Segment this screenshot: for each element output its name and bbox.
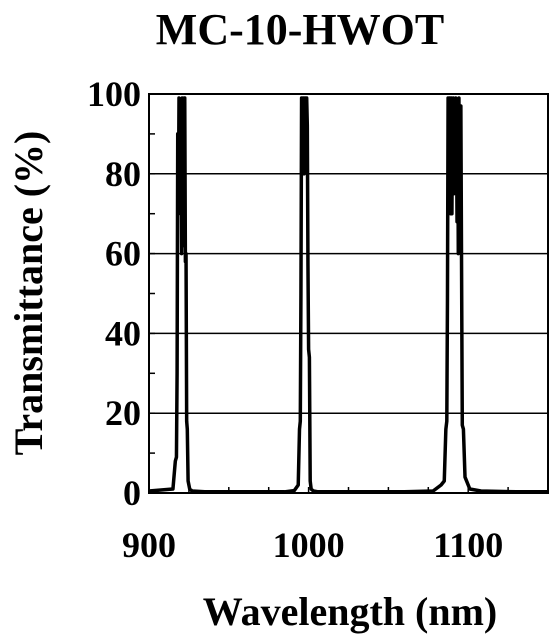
y-tick-label: 80: [105, 154, 141, 194]
x-tick-label: 1100: [433, 525, 503, 565]
y-tick-label: 100: [87, 74, 141, 114]
series-layer: [148, 96, 548, 494]
x-axis-label: Wavelength (nm): [203, 589, 497, 634]
y-tick-label: 0: [123, 473, 141, 513]
y-axis-label: Transmittance (%): [6, 131, 51, 456]
plot-frame: [148, 93, 549, 494]
axis-ticks: [148, 93, 549, 494]
x-tick-label: 900: [122, 525, 176, 565]
y-tick-labels: 0 20 40 60 80 100: [87, 74, 141, 513]
y-tick-label: 60: [105, 234, 141, 274]
x-tick-label: 1000: [273, 525, 345, 565]
transmittance-curve-0: [148, 96, 548, 494]
chart-title: MC-10-HWOT: [156, 5, 444, 54]
y-tick-label: 20: [105, 393, 141, 433]
x-tick-labels: 900 1000 1100: [122, 525, 503, 565]
gridlines: [149, 93, 548, 494]
y-tick-label: 40: [105, 313, 141, 353]
